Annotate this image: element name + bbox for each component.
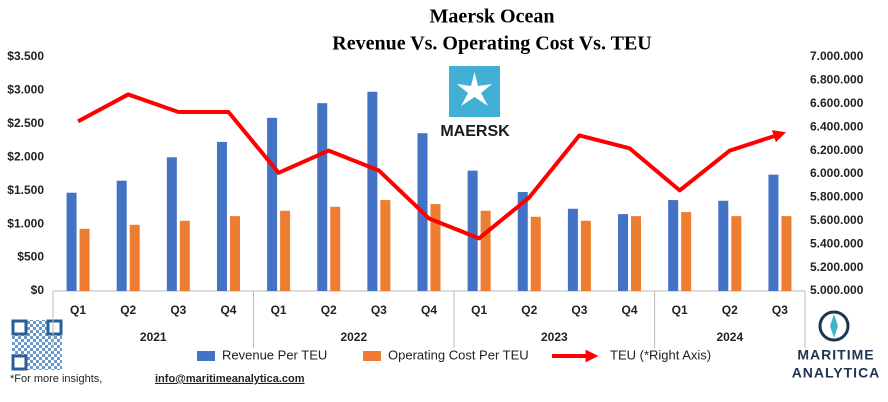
x-tick-label: Q3 <box>371 303 387 317</box>
compass-ring <box>818 310 850 342</box>
y2-tick-label: 5.800.000 <box>810 190 864 204</box>
x-tick-label: Q1 <box>70 303 86 317</box>
bar <box>430 204 441 291</box>
bar <box>116 180 127 291</box>
footer-note: *For more insights, <box>10 373 102 385</box>
bar <box>467 170 478 291</box>
group-label: 2023 <box>541 330 568 344</box>
x-tick-label: Q2 <box>722 303 738 317</box>
legend-swatch <box>197 351 215 361</box>
y-tick-label: $2.000 <box>7 149 44 163</box>
logo-text: MAERSK <box>440 123 510 140</box>
y-tick-label: $500 <box>17 250 44 264</box>
bar <box>718 200 729 291</box>
bar <box>129 224 140 291</box>
bar <box>229 216 240 291</box>
x-tick-label: Q1 <box>672 303 688 317</box>
group-label: 2024 <box>716 330 743 344</box>
y2-tick-label: 6.400.000 <box>810 119 864 133</box>
y2-tick-label: 7.000.000 <box>810 49 864 63</box>
y-tick-label: $2.500 <box>7 116 44 130</box>
y2-tick-label: 6.200.000 <box>810 143 864 157</box>
y-tick-label: $1.500 <box>7 183 44 197</box>
qr-finder <box>46 319 63 336</box>
bar <box>66 192 77 291</box>
chart-title: Maersk Ocean <box>430 6 555 28</box>
legend-label: TEU (*Right Axis) <box>610 347 711 362</box>
bar <box>380 200 391 291</box>
brand-line: MARITIME <box>797 347 874 363</box>
bar <box>367 91 378 291</box>
x-tick-label: Q2 <box>521 303 537 317</box>
y2-tick-label: 5.000.000 <box>810 283 864 297</box>
y2-tick-label: 6.000.000 <box>810 166 864 180</box>
y2-tick-label: 5.600.000 <box>810 213 864 227</box>
bar <box>166 157 177 291</box>
bar <box>681 212 692 291</box>
group-label: 2022 <box>340 330 367 344</box>
bar <box>267 117 278 291</box>
x-tick-label: Q4 <box>220 303 236 317</box>
bar <box>216 141 227 291</box>
logo-star <box>457 72 492 106</box>
x-tick-label: Q2 <box>321 303 337 317</box>
x-tick-label: Q1 <box>471 303 487 317</box>
bar <box>668 200 679 291</box>
bar <box>480 210 491 291</box>
x-tick-label: Q4 <box>622 303 638 317</box>
y-tick-label: $3.000 <box>7 83 44 97</box>
chart-subtitle: Revenue Vs. Operating Cost Vs. TEU <box>332 33 651 55</box>
bar <box>781 216 792 291</box>
group-label: 2021 <box>140 330 167 344</box>
maersk-logo: MAERSK <box>440 66 510 140</box>
bar <box>79 228 90 291</box>
brand-line: ANALYTICA <box>792 365 881 381</box>
y2-tick-label: 5.400.000 <box>810 236 864 250</box>
bar <box>618 214 629 291</box>
compass-needle <box>830 314 838 338</box>
bar <box>530 216 541 291</box>
brand-logo: MARITIME ANALYTICA <box>792 310 881 381</box>
y-tick-label: $1.000 <box>7 216 44 230</box>
x-tick-label: Q3 <box>170 303 186 317</box>
line <box>77 92 787 241</box>
footer-email[interactable]: info@maritimeanalytica.com <box>155 373 305 385</box>
qr-finder <box>11 319 28 336</box>
x-tick-label: Q2 <box>120 303 136 317</box>
x-tick-label: Q4 <box>421 303 437 317</box>
bar <box>768 174 779 291</box>
bar <box>317 103 328 291</box>
y2-tick-label: 6.600.000 <box>810 96 864 110</box>
bar <box>580 220 591 291</box>
bar <box>330 206 341 291</box>
bar <box>517 192 528 291</box>
bar <box>631 216 642 291</box>
x-tick-label: Q3 <box>772 303 788 317</box>
bar <box>280 210 291 291</box>
y-tick-label: $0 <box>31 283 45 297</box>
x-tick-label: Q1 <box>271 303 287 317</box>
qr-finder <box>11 354 28 371</box>
bar <box>731 216 742 291</box>
bar <box>179 220 190 291</box>
y-tick-label: $3.500 <box>7 49 44 63</box>
y2-tick-label: 5.200.000 <box>810 260 864 274</box>
qr-code <box>11 319 63 371</box>
legend-label: Revenue Per TEU <box>222 347 327 362</box>
y2-tick-label: 6.800.000 <box>810 73 864 87</box>
bar <box>567 208 578 291</box>
legend-label: Operating Cost Per TEU <box>388 347 529 362</box>
legend-swatch <box>363 351 381 361</box>
x-tick-label: Q3 <box>571 303 587 317</box>
